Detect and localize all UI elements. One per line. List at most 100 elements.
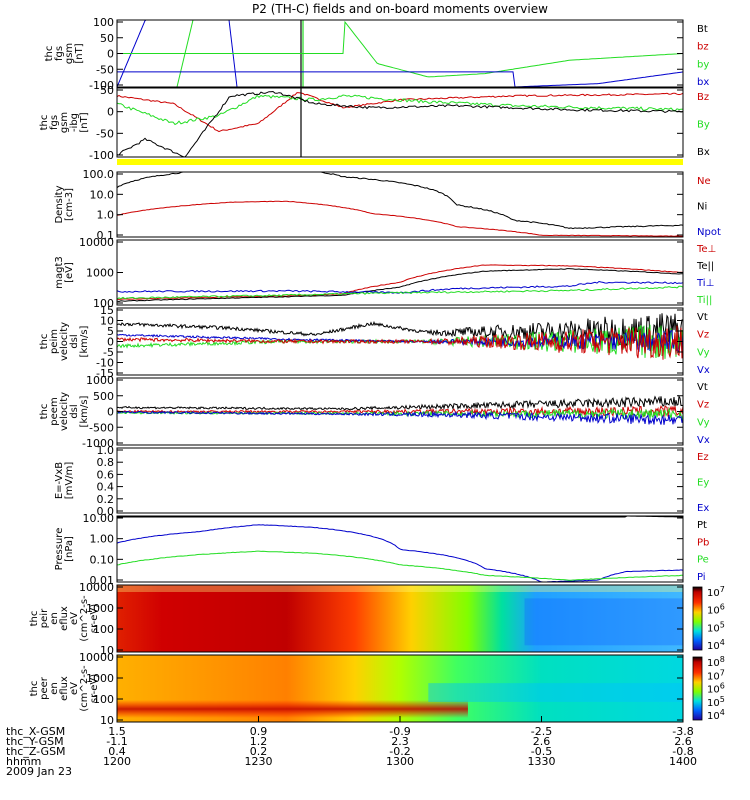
panel-temperature: Te⊥ Te|| Ti⊥ Ti|| 10000 1000 100 magt3 [eV] bbox=[54, 236, 716, 310]
ytick-label: 5 bbox=[107, 325, 114, 338]
legend-label: Bz bbox=[697, 92, 709, 103]
xaxis-value: 1.2 bbox=[250, 735, 268, 748]
spectrogram-peir bbox=[117, 585, 683, 652]
ylabel-line: peer bbox=[39, 676, 50, 700]
legend-label: Pb bbox=[697, 537, 709, 548]
ytick-label: -5 bbox=[103, 346, 114, 359]
series-pe bbox=[116, 550, 684, 581]
ylabel-line: eV bbox=[69, 612, 80, 625]
colorbar-label: 107 bbox=[707, 668, 725, 682]
ylabel-line: -ibg bbox=[69, 113, 80, 132]
xaxis-value: 2.6 bbox=[674, 735, 692, 748]
panel-peem: Vt Vz Vy Vx 1000 500 0 -500 -1000 thc peem velocity… bbox=[39, 374, 710, 450]
series-bx bbox=[116, 90, 684, 158]
spectrogram-top-band bbox=[117, 585, 683, 592]
ytick-label: 0.2 bbox=[97, 493, 115, 506]
ylabel-line: Density bbox=[54, 185, 65, 223]
ytick-label: 100 bbox=[93, 693, 114, 706]
ytick-label: 1000 bbox=[86, 374, 114, 387]
ytick-label: -100 bbox=[89, 79, 114, 92]
xaxis-value: 0.9 bbox=[250, 725, 268, 738]
ylabel: magt3 [eV] bbox=[54, 256, 75, 289]
ytick-label: 10.0 bbox=[90, 188, 115, 201]
colorbar-peir bbox=[692, 586, 703, 651]
ylabel: thc peir en eflux eV (cm^2-s-sr-eV) bbox=[29, 595, 100, 642]
xaxis-value: 0.2 bbox=[250, 745, 268, 758]
ytick-label: 0 bbox=[107, 406, 114, 419]
legend-label: Vt bbox=[697, 382, 708, 393]
series-vx bbox=[116, 330, 684, 353]
ylabel-line: velocity bbox=[59, 322, 70, 361]
series-vx bbox=[116, 410, 684, 425]
ylabel-line: eV bbox=[69, 682, 80, 695]
ytick-label: 1000 bbox=[86, 602, 114, 615]
series-ne bbox=[116, 200, 684, 237]
legend-label: Vx bbox=[697, 365, 710, 376]
ytick-label: 0.6 bbox=[97, 468, 115, 481]
plot-title: P2 (TH-C) fields and on-board moments ov… bbox=[252, 2, 548, 16]
series-ti-par bbox=[116, 285, 684, 300]
ytick-label: 100 bbox=[93, 623, 114, 636]
spectrogram-low-band bbox=[117, 700, 468, 718]
ytick-label: -1000 bbox=[82, 437, 114, 450]
ytick-label: 10.00 bbox=[83, 512, 115, 525]
legend-label: Pe bbox=[697, 555, 709, 566]
ylabel-line: [nT] bbox=[79, 112, 90, 132]
xaxis-row-label: thc_X-GSM bbox=[6, 725, 65, 738]
ylabel-line: dsl bbox=[69, 334, 80, 348]
ylabel: thc peem velocity dsl [km/s] bbox=[39, 392, 90, 431]
ytick-label: 50 bbox=[100, 84, 114, 97]
legend-label: Vy bbox=[697, 417, 710, 428]
ytick-label: -500 bbox=[89, 421, 114, 434]
legend-label: By bbox=[697, 120, 710, 131]
colorbar-label: 106 bbox=[707, 682, 725, 696]
ylabel: Density [cm-3] bbox=[54, 185, 75, 223]
legend-label: Ey bbox=[697, 478, 709, 489]
ytick-label: 1000 bbox=[86, 672, 114, 685]
xaxis-value: 1.5 bbox=[108, 725, 126, 738]
xaxis-value: 1230 bbox=[245, 755, 273, 768]
ytick-label: 0 bbox=[107, 48, 114, 61]
xaxis-value: 2.3 bbox=[391, 735, 409, 748]
xaxis-value: 2.6 bbox=[533, 735, 551, 748]
legend-label: bx bbox=[697, 77, 709, 88]
xaxis-value: -3.8 bbox=[672, 725, 693, 738]
xaxis-value: -0.5 bbox=[531, 745, 552, 758]
ytick-label: 10000 bbox=[79, 236, 114, 249]
panel-density: Ne Ni Npot 100.0 10.0 1.0 0.1 Density [cm-3] bbox=[54, 168, 721, 242]
ytick-label: -50 bbox=[96, 127, 114, 140]
ylabel-line: eflux bbox=[59, 606, 70, 631]
panel-mode bbox=[117, 159, 683, 165]
ytick-label: -15 bbox=[96, 367, 114, 380]
ytick-label: 0.0 bbox=[97, 505, 115, 518]
legend-label: Ni bbox=[697, 202, 707, 213]
ylabel-line: thc bbox=[39, 404, 50, 420]
panel-fgs_dc: Bz By Bx 50 0 -50 -100 thc fgs gsm -ibg [nT] bbox=[39, 84, 710, 162]
panel-fgs: Bt bz by bx 100 50 0 -50 -100 thc fgs gsm [nT] bbox=[44, 16, 709, 92]
ytick-label: 10 bbox=[100, 714, 114, 727]
colorbar-label: 107 bbox=[707, 585, 725, 599]
panel-efield: Ez Ey Ex 1.00.80.60.40.20.0 E=-VxB [mV/m] bbox=[54, 444, 709, 518]
ylabel-line: peir bbox=[39, 608, 50, 628]
xaxis-value: 1330 bbox=[528, 755, 556, 768]
ytick-label: 0.1 bbox=[97, 229, 115, 242]
colorbar-label: 106 bbox=[707, 603, 725, 617]
ylabel-line: [km/s] bbox=[79, 395, 90, 427]
ytick-label: 10 bbox=[100, 644, 114, 657]
ytick-label: -50 bbox=[96, 63, 114, 76]
ylabel-line: thc bbox=[44, 46, 55, 62]
legend-label: Ti⊥ bbox=[696, 278, 714, 289]
ylabel-line: [mV/m] bbox=[64, 462, 75, 500]
ytick-label: 10000 bbox=[79, 581, 114, 594]
ylabel-line: [km/s] bbox=[79, 325, 90, 357]
ytick-label: 100.0 bbox=[83, 168, 115, 181]
series-bx bbox=[117, 71, 684, 88]
ytick-label: 1000 bbox=[86, 267, 114, 280]
xaxis-value: 1300 bbox=[386, 755, 414, 768]
mode-bar bbox=[117, 159, 683, 165]
ylabel: thc fgs gsm [nT] bbox=[44, 43, 85, 64]
legend-label: Ti|| bbox=[696, 295, 712, 306]
colorbar-label: 108 bbox=[707, 655, 725, 669]
